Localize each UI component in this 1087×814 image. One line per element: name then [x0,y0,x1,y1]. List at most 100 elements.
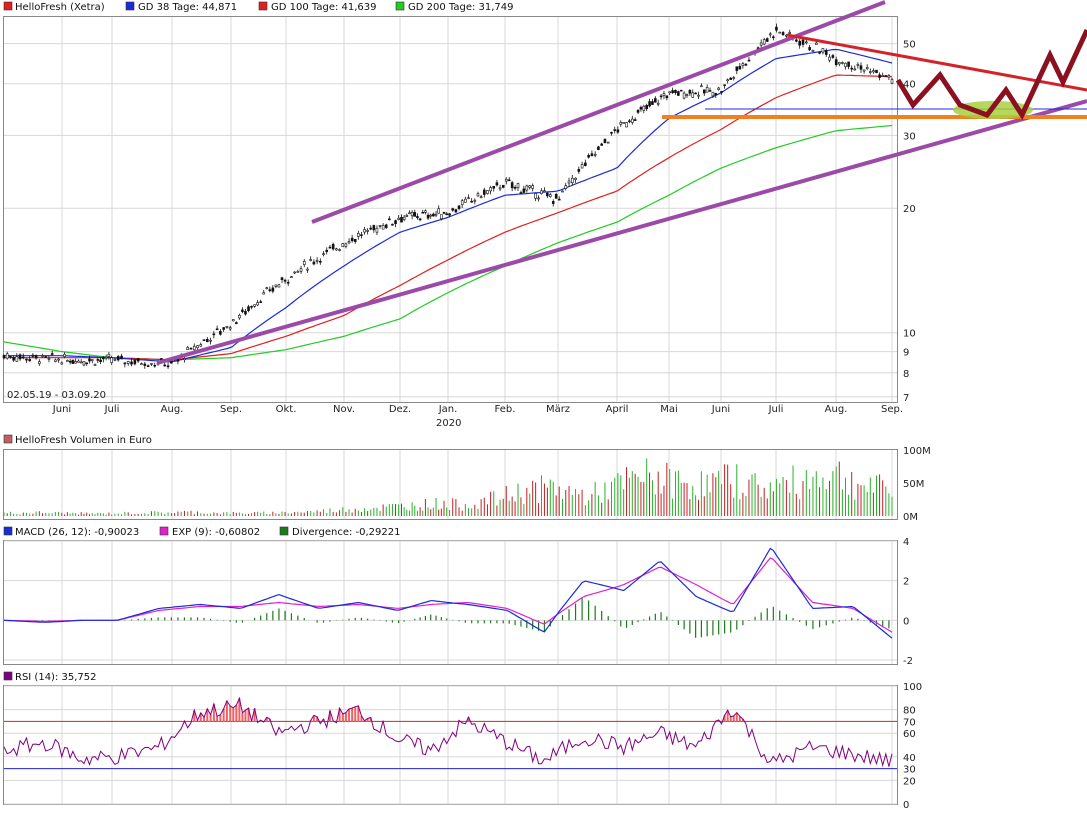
candle-body [732,77,736,79]
candle-body [781,32,785,36]
candle-body [219,331,222,335]
candle-body [884,75,888,77]
rsi-tick-label: 100 [903,682,922,693]
candle-body [567,180,571,184]
month-label: Feb. [495,404,516,415]
candle-body [622,122,625,124]
candle-body [44,356,48,358]
candle-body [548,194,552,197]
candle-body [720,91,723,93]
rsi-line [3,696,897,770]
candle-body [15,356,19,362]
candle-body [372,225,376,231]
candle-body [306,268,309,271]
candle-body [9,355,12,358]
candle-body [244,310,247,315]
macd-tick-label: 4 [903,537,909,548]
volume-tick-label: 100M [903,446,931,457]
candle-body [765,38,769,42]
candle-body [434,213,438,216]
candle-body [570,177,574,184]
candle-body [702,89,706,94]
candle-body [375,227,379,233]
candle-body [350,237,354,242]
candle-body [448,213,451,216]
candle-body [633,119,637,121]
month-label: Jan. [438,404,458,415]
candle-body [416,216,419,219]
candle-body [38,361,41,364]
candle-body [540,190,543,194]
rsi-tick-label: 60 [903,729,916,740]
candle-body [714,93,718,95]
legend-swatch-volume [3,434,13,444]
candle-body [772,36,775,39]
candle-body [677,91,680,96]
candle-body [821,48,825,53]
candle-body [21,356,25,359]
candle-body [402,216,406,221]
candle-body [60,362,64,365]
candle-body [113,358,117,361]
candle-body [868,71,872,73]
macd-signal-line [3,557,893,633]
candle-body [685,94,689,96]
macd-lines [3,547,893,639]
candle-body [642,105,646,111]
candle-body [47,358,51,360]
rsi-legend: RSI (14): 35,752 [3,671,97,683]
candle-body [656,102,660,105]
candle-body [256,302,259,306]
price-tick-label: 7 [903,393,909,404]
volume-panel [3,449,898,520]
candle-body [388,218,391,221]
candle-body [504,178,508,182]
candle-body [424,210,427,213]
candle-body [209,339,212,342]
candle-body [432,213,435,217]
candle-body [280,277,284,281]
candle-body [68,360,72,363]
candle-body [473,199,477,202]
candle-body [467,197,470,199]
candle-body [302,261,306,265]
candle-body [824,50,828,55]
candle-body [413,212,417,217]
candle-body [238,314,241,319]
ma38-line [4,48,893,363]
candle-body [319,260,322,263]
candle-body [654,98,657,103]
candle-body [391,223,394,226]
legend-label-volume: HelloFresh Volumen in Euro [15,435,152,446]
candle-body [253,304,256,307]
candle-body [290,276,293,278]
candle-body [697,94,700,97]
legend-label-gd38: GD 38 Tage: 44,871 [138,2,237,13]
candle-body [590,153,594,156]
macd-line [3,547,893,639]
candle-body [747,59,751,62]
price-tick-label: 40 [903,80,916,91]
candle-body [543,190,546,192]
price-tick-label: 9 [903,348,909,359]
candle-body [498,187,502,190]
candle-body [531,185,534,189]
candle-body [25,358,28,361]
candle-body [341,243,345,248]
candle-body [682,92,686,99]
candle-body [93,364,97,366]
candle-body [795,39,798,42]
month-label: Sep. [220,404,242,415]
rsi-tick-label: 30 [903,765,916,776]
candle-body [744,63,748,66]
candle-body [421,211,425,214]
candle-body [639,106,643,110]
upper-channel-line [311,0,886,224]
candle-body [489,187,492,192]
month-label: Mai [660,404,678,415]
candle-body [331,244,335,250]
candle-body [107,353,111,357]
candle-body [606,141,610,144]
candle-body [729,77,733,80]
candle-body [247,306,250,312]
